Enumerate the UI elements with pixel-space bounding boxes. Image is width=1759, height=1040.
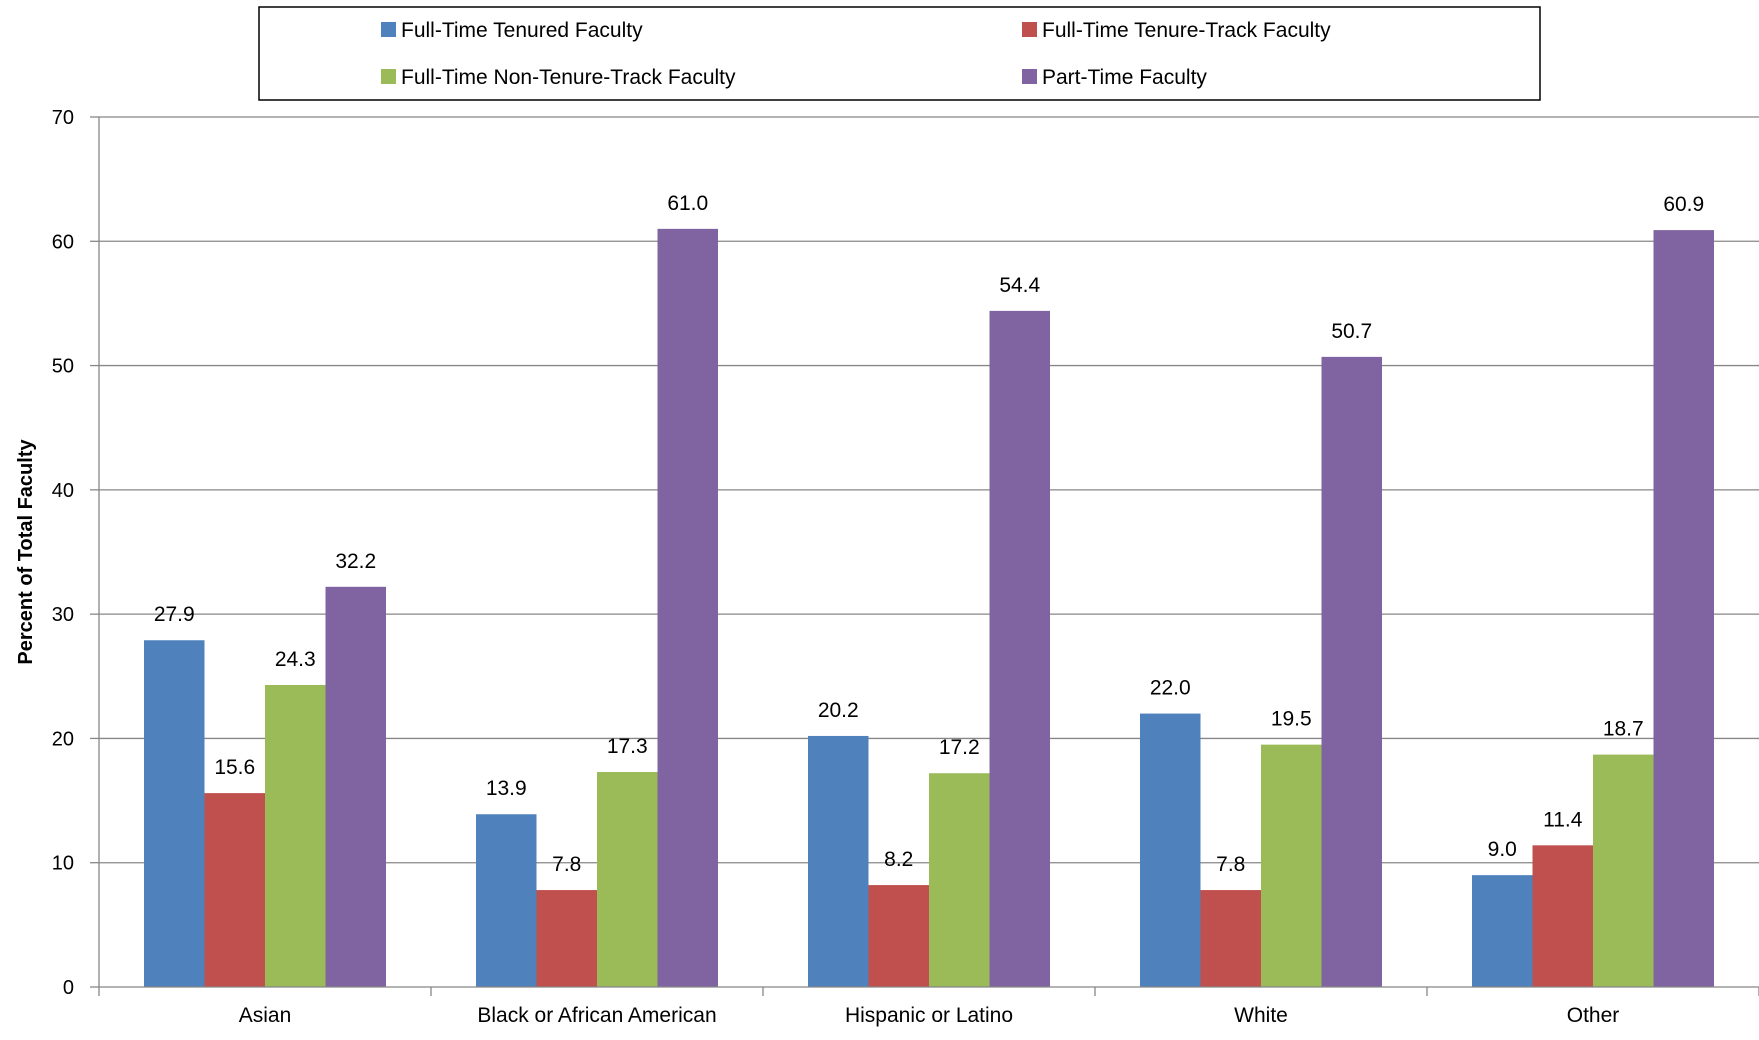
legend-box [258,6,1541,101]
legend-label: Full-Time Tenure-Track Faculty [1042,19,1331,42]
legend-label: Part-Time Faculty [1042,66,1207,89]
x-category-label: Asian [239,1004,292,1027]
y-tick-label: 10 [52,853,74,875]
bar [204,793,265,987]
data-label: 7.8 [1216,853,1245,876]
y-tick-label: 20 [52,728,74,750]
x-category-label: White [1234,1004,1288,1027]
bar [1261,744,1322,987]
bar [1140,713,1201,987]
data-label: 27.9 [154,603,195,626]
data-label: 8.2 [884,848,913,871]
bar [1321,356,1382,987]
bar [1472,875,1533,987]
data-label: 9.0 [1488,838,1517,861]
bar [536,890,597,987]
bar [144,640,205,987]
data-label: 11.4 [1543,808,1583,831]
x-category-label: Black or African American [477,1004,716,1027]
legend-label: Full-Time Tenured Faculty [401,19,643,42]
data-label: 60.9 [1663,193,1704,216]
y-axis-title: Percent of Total Faculty [15,439,37,665]
bar [1653,230,1714,988]
data-label: 17.3 [607,735,648,758]
bar [868,885,929,987]
data-label: 19.5 [1271,708,1312,731]
x-category-label: Hispanic or Latino [845,1004,1013,1027]
legend-swatch [381,22,396,37]
data-label: 13.9 [486,777,527,800]
data-label: 17.2 [939,736,980,759]
bar [929,773,990,987]
bar [808,735,869,987]
x-category-label: Other [1567,1004,1620,1027]
legend-label: Full-Time Non-Tenure-Track Faculty [401,66,736,89]
data-label: 18.7 [1603,718,1644,741]
bar [476,814,537,987]
bar [1593,754,1654,987]
y-tick-label: 70 [52,107,74,129]
data-label: 7.8 [552,853,581,876]
data-labels: 27.9 15.6 24.3 32.2 13.9 7.8 17.3 61.0 20.2 8.2 17… [154,192,1704,876]
data-label: 54.4 [999,274,1040,297]
bar [657,228,718,987]
legend-swatch [1022,22,1037,37]
data-label: 15.6 [214,756,255,779]
y-tick-label: 50 [52,356,74,378]
legend: Full-Time Tenured Faculty Full-Time Tenur… [258,6,1541,101]
data-label: 61.0 [667,192,708,215]
y-tick-label: 0 [63,977,74,999]
legend-swatch [381,69,396,84]
bar [1532,845,1593,987]
data-label: 22.0 [1150,677,1191,700]
y-tick-label: 60 [52,231,74,253]
bar [1200,890,1261,987]
legend-swatch [1022,69,1037,84]
data-label: 32.2 [335,550,376,573]
bar [325,586,386,987]
y-tick-label: 30 [52,604,74,626]
bars [144,228,1714,988]
bar [265,684,326,987]
bar [597,771,658,987]
y-tick-label: 40 [52,480,74,502]
data-label: 50.7 [1331,320,1372,343]
data-label: 20.2 [818,699,859,722]
data-label: 24.3 [275,648,316,671]
axes: 0 10 20 30 40 50 60 70 Asian Black or African Ame… [52,107,1759,1027]
bar [989,310,1050,987]
